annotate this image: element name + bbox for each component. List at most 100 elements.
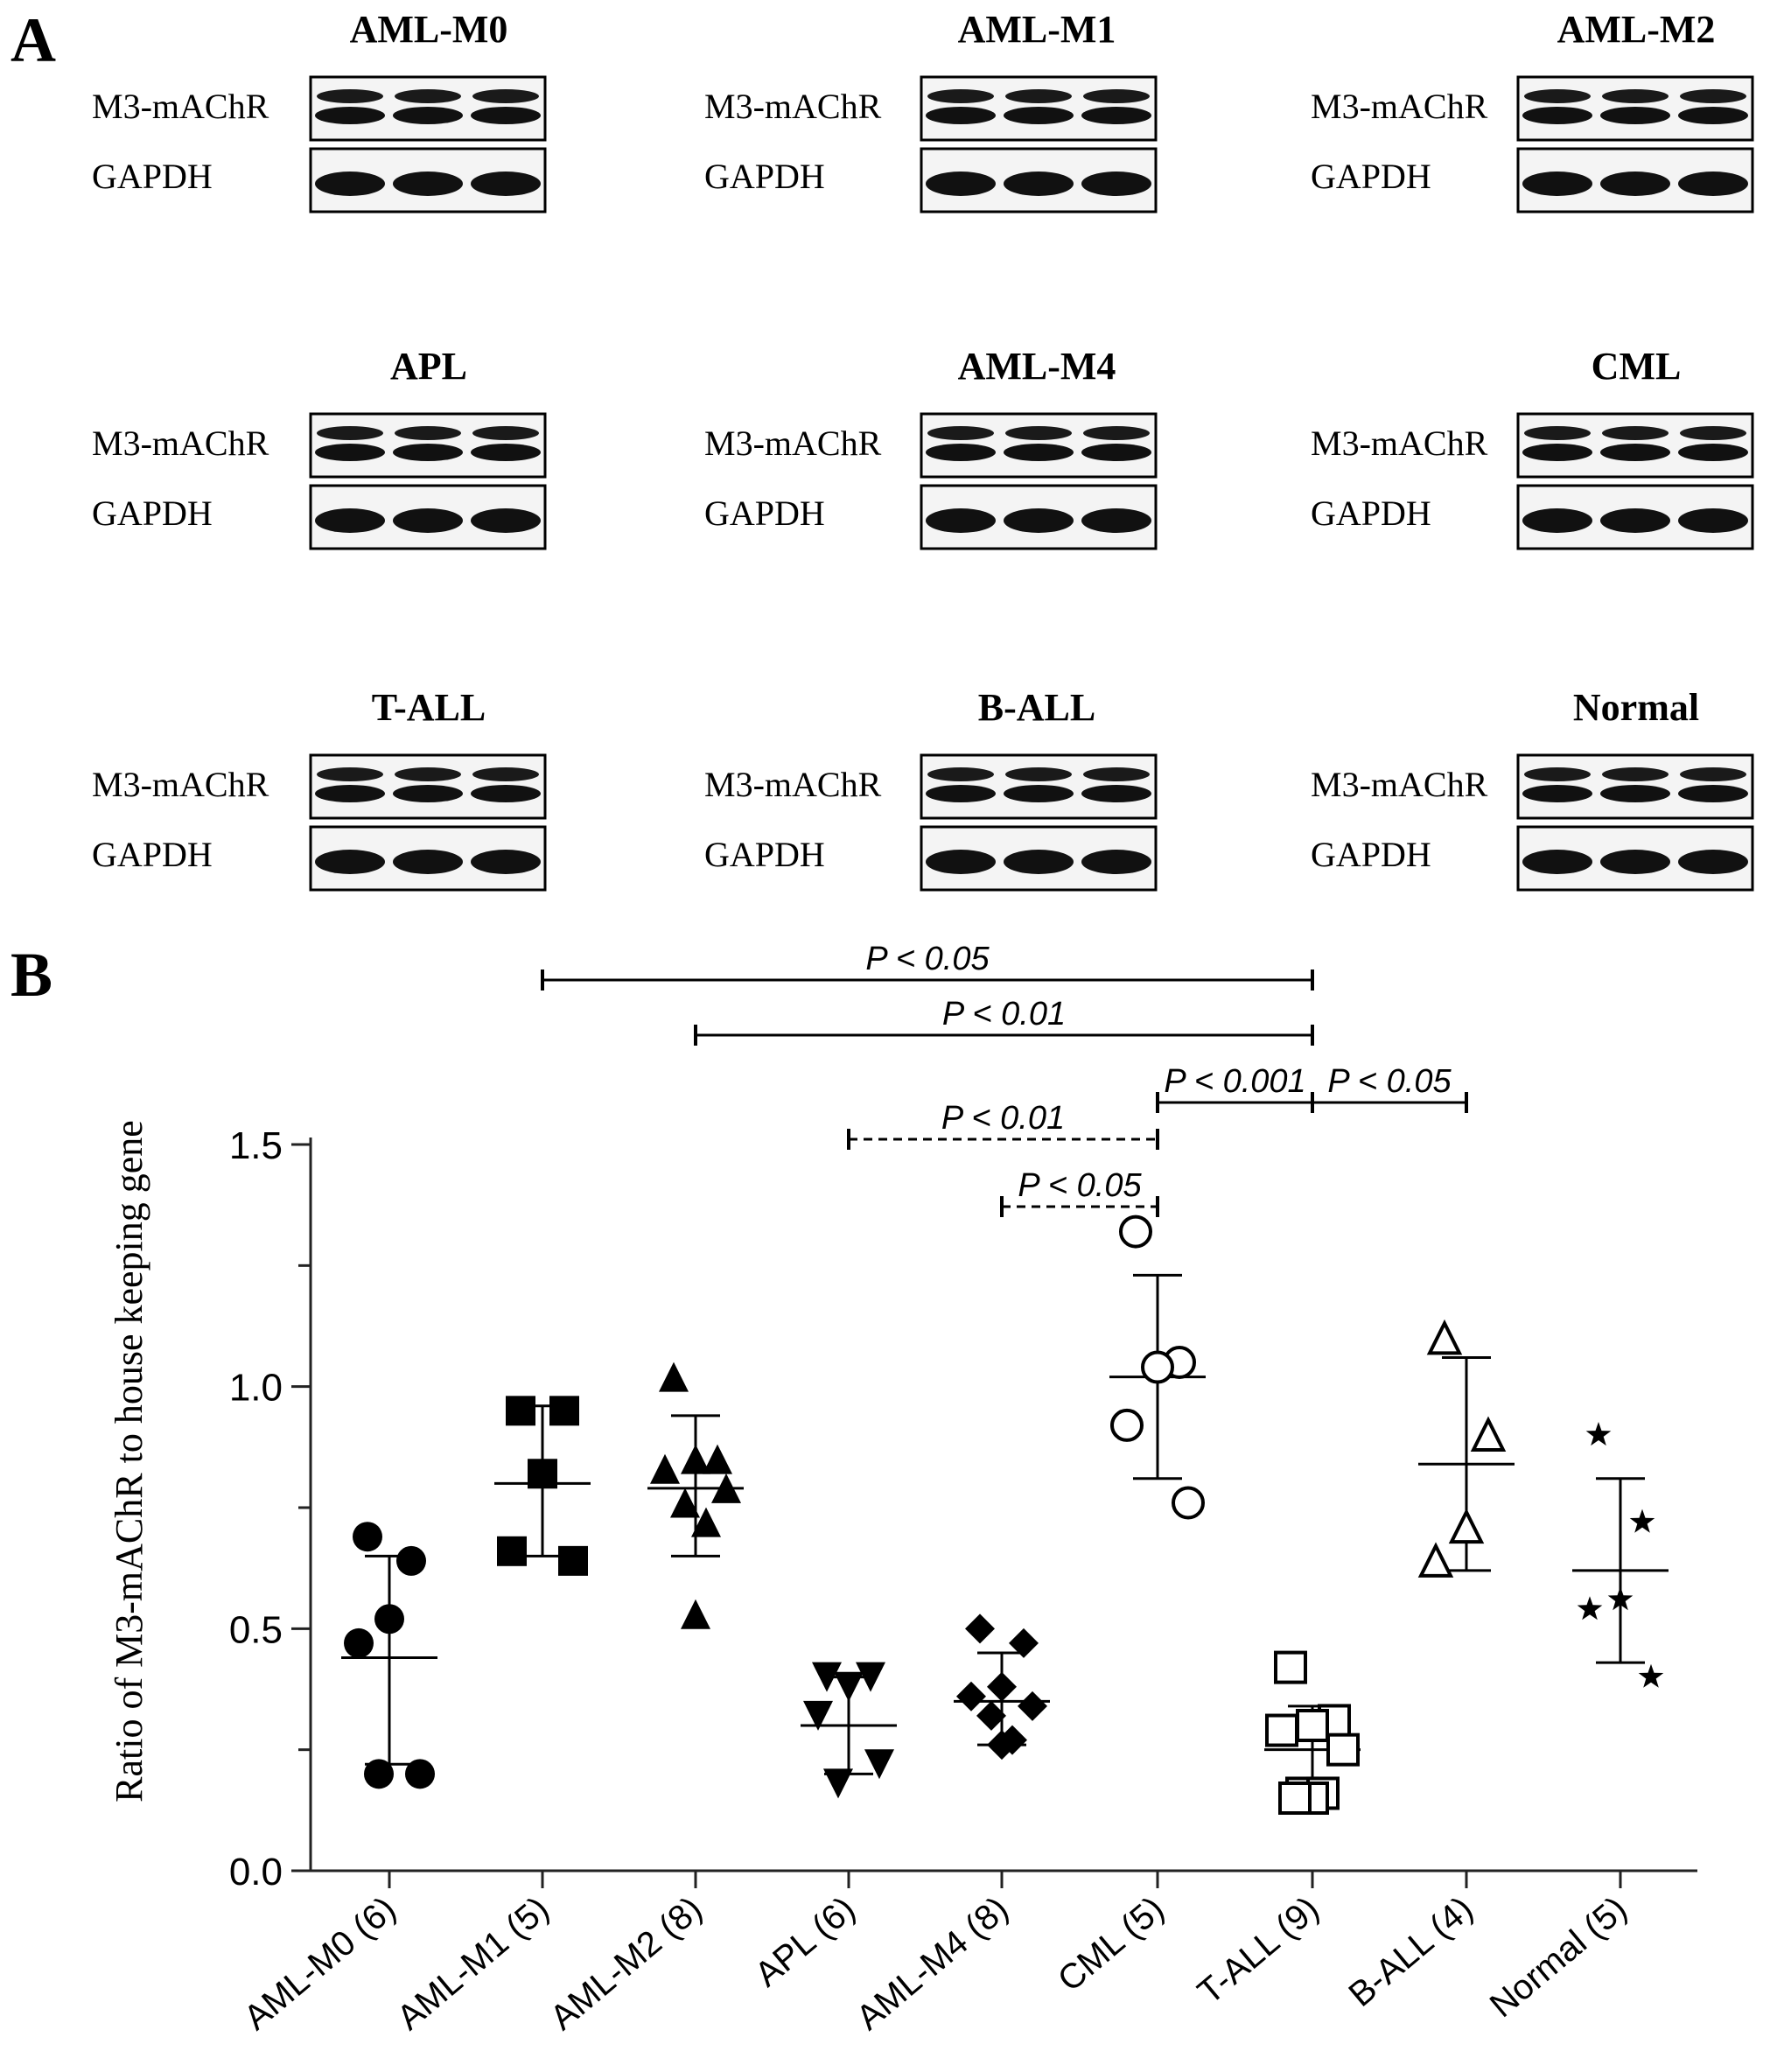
data-point [681, 1599, 710, 1629]
blot-label-control: GAPDH [704, 157, 825, 196]
blot-band [472, 767, 539, 781]
significance-bracket: P < 0.01 [847, 1100, 1159, 1150]
significance-label: P < 0.05 [1018, 1167, 1142, 1204]
blot-label-target: M3-mAChR [92, 424, 269, 463]
blot-band [926, 444, 996, 461]
blot-band [1600, 444, 1670, 461]
blot-band [926, 172, 996, 196]
blot-title: T-ALL [372, 686, 486, 729]
blot-band [1522, 107, 1592, 124]
blot-band [1004, 172, 1074, 196]
blot-label-target: M3-mAChR [704, 765, 882, 804]
blot-band [1678, 508, 1748, 533]
blot-band [1005, 89, 1072, 103]
data-point [956, 1681, 986, 1712]
blot-band [395, 89, 461, 103]
data-point [670, 1488, 700, 1518]
blot-band [1004, 107, 1074, 124]
data-point [405, 1759, 435, 1789]
group-6 [1109, 1214, 1206, 1520]
data-point [711, 1473, 741, 1503]
blot-band [1081, 508, 1151, 533]
blot-band [471, 107, 541, 124]
blot-band [927, 426, 994, 440]
data-point [1119, 1214, 1152, 1249]
data-point [353, 1522, 382, 1552]
x-tick-label: CML (5) [1051, 1889, 1172, 1999]
blot-title: CML [1592, 345, 1682, 388]
blot-band [1524, 767, 1591, 781]
group-2 [494, 1396, 591, 1576]
data-point [1585, 1422, 1612, 1446]
data-point [497, 1536, 527, 1566]
blot-band [471, 172, 541, 196]
blot-panel: T-ALL M3-mAChR GAPDH [92, 686, 547, 892]
data-point [506, 1396, 535, 1426]
data-groups [341, 1214, 1669, 1815]
x-tick-label: AML-M2 (8) [543, 1889, 710, 2037]
significance-brackets: P < 0.05 P < 0.01 P < 0.001 P < 0.05 P < 0.0… [541, 941, 1468, 1217]
blot-band [471, 850, 541, 874]
blot-band [1081, 850, 1151, 874]
data-point [1448, 1508, 1485, 1544]
blot-label-target: M3-mAChR [92, 87, 269, 126]
data-point [1141, 1350, 1174, 1384]
blot-panel: Normal M3-mAChR GAPDH [1311, 686, 1754, 892]
panel-label-b: B [10, 940, 52, 1010]
blot-label-control: GAPDH [92, 494, 213, 533]
blot-band [1678, 107, 1748, 124]
blot-band [471, 508, 541, 533]
blot-title: AML-M4 [958, 345, 1116, 388]
blot-band [317, 426, 383, 440]
blot-band [1083, 89, 1150, 103]
blot-band [1678, 785, 1748, 802]
significance-label: P < 0.05 [865, 941, 990, 977]
blot-band [1680, 426, 1746, 440]
blot-label-target: M3-mAChR [92, 765, 269, 804]
blot-band [393, 107, 463, 124]
blot-panel: AML-M1 M3-mAChR GAPDH [704, 8, 1158, 214]
significance-bracket: P < 0.05 [1000, 1167, 1159, 1217]
significance-bracket: P < 0.05 [1311, 1063, 1468, 1113]
blot-label-control: GAPDH [1311, 835, 1431, 874]
blot-label-target: M3-mAChR [704, 87, 882, 126]
blot-band [393, 508, 463, 533]
blot-label-control: GAPDH [1311, 494, 1431, 533]
significance-label: P < 0.01 [941, 1100, 1065, 1137]
blot-band [1005, 767, 1072, 781]
blot-band [1522, 444, 1592, 461]
data-point [1009, 1628, 1039, 1658]
data-point [374, 1604, 404, 1634]
data-point [1638, 1663, 1664, 1688]
blot-band [395, 426, 461, 440]
blot-band [1602, 426, 1669, 440]
group-5 [954, 1614, 1050, 1760]
data-point [650, 1453, 680, 1484]
blot-band [471, 444, 541, 461]
blot-band [1602, 89, 1669, 103]
blot-band [315, 785, 385, 802]
blot-band [927, 89, 994, 103]
blot-band [472, 89, 539, 103]
blot-band [1522, 785, 1592, 802]
data-point [1426, 1319, 1463, 1355]
blot-panel: AML-M0 M3-mAChR GAPDH [92, 8, 547, 214]
x-tick-label: AML-M4 (8) [850, 1889, 1016, 2037]
data-point [1417, 1542, 1454, 1578]
data-point [659, 1362, 689, 1392]
data-point [1470, 1416, 1507, 1452]
y-tick-label: 0.5 [229, 1608, 283, 1651]
blot-label-target: M3-mAChR [1311, 87, 1488, 126]
data-point [1018, 1690, 1047, 1721]
blot-band [1004, 444, 1074, 461]
blot-band [1600, 508, 1670, 533]
data-point [558, 1545, 588, 1576]
blot-band [1004, 508, 1074, 533]
data-point [987, 1671, 1017, 1702]
significance-label: P < 0.05 [1327, 1063, 1452, 1100]
chart-axes: 0.0 0.5 1.0 1.5 [229, 1124, 1697, 1894]
blot-panel: CML M3-mAChR GAPDH [1311, 345, 1754, 550]
significance-bracket: P < 0.001 [1156, 1063, 1314, 1113]
blot-band [1678, 444, 1748, 461]
blot-label-target: M3-mAChR [1311, 424, 1488, 463]
